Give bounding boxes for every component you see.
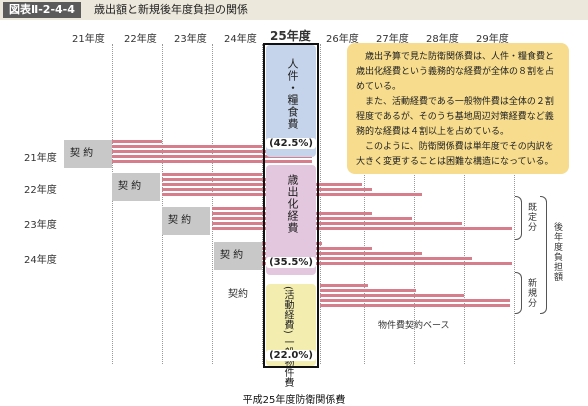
- year-label: 23年度: [174, 34, 207, 45]
- payment-bar: [320, 284, 368, 287]
- expense-label: 歳出化経費: [286, 174, 299, 234]
- payment-bar: [162, 178, 312, 181]
- new-label: 新規分: [526, 278, 536, 308]
- payment-bar: [212, 222, 462, 225]
- payment-bar: [112, 160, 312, 163]
- column-divider: [414, 44, 415, 364]
- existing-label: 既定分: [526, 202, 536, 232]
- general-label: (活動経費) 一般物件費: [282, 286, 293, 387]
- year-label: 26年度: [326, 34, 359, 45]
- payment-bar: [320, 299, 510, 302]
- payment-bar: [212, 227, 512, 230]
- payment-bar: [112, 145, 262, 148]
- personnel-percent: (42.5%): [266, 138, 316, 149]
- column-divider: [162, 44, 163, 364]
- payment-bar: [112, 150, 312, 153]
- basis-label: 物件費契約ベース: [378, 321, 450, 331]
- payment-bar: [112, 140, 162, 143]
- column-divider: [320, 44, 321, 364]
- year-label: 22年度: [124, 34, 157, 45]
- current-year-label: 25年度: [270, 29, 311, 43]
- payment-bar: [112, 155, 312, 158]
- header-bar: 図表Ⅱ-2-4-4 歳出額と新規後年度負担の関係: [0, 0, 588, 20]
- contract-box: 契 約: [162, 207, 210, 235]
- figure-title: 歳出額と新規後年度負担の関係: [94, 3, 248, 16]
- year-label: 24年度: [224, 34, 257, 45]
- payment-bar: [262, 257, 472, 260]
- column-divider: [464, 44, 465, 364]
- expense-percent: (35.5%): [266, 257, 316, 268]
- payment-bar: [162, 173, 262, 176]
- payment-bar: [320, 289, 416, 292]
- column-divider: [112, 44, 113, 364]
- payment-bar: [320, 294, 464, 297]
- row-label: 24年度: [24, 255, 57, 266]
- row-label: 22年度: [24, 185, 57, 196]
- contract-label-current: 契約: [228, 289, 248, 300]
- payment-bar: [262, 262, 512, 265]
- figure-badge: 図表Ⅱ-2-4-4: [3, 2, 81, 18]
- year-label: 29年度: [476, 34, 509, 45]
- year-label: 27年度: [376, 34, 409, 45]
- column-divider: [364, 44, 365, 364]
- later-burden-label: 後年度負担額: [552, 222, 562, 282]
- footer-label: 平成25年度防衛関係費: [242, 395, 346, 406]
- column-divider: [212, 44, 213, 364]
- new-brace: [515, 272, 522, 314]
- payment-bar: [320, 304, 510, 307]
- column-divider: [262, 44, 263, 364]
- expense-segment: [266, 165, 316, 275]
- current-year-box: [263, 43, 319, 368]
- general-percent: (22.0%): [266, 350, 316, 361]
- year-label: 21年度: [72, 34, 105, 45]
- column-divider: [514, 44, 515, 364]
- note-paragraph: このように、防衛関係費は単年度でその内訳を大きく変更することは困難な構造になって…: [356, 142, 554, 167]
- payment-bar: [262, 252, 422, 255]
- contract-box: 契 約: [64, 140, 112, 168]
- row-label: 23年度: [24, 220, 57, 231]
- contract-box: 契 約: [214, 242, 262, 270]
- payment-bar: [212, 207, 312, 210]
- row-label: 21年度: [24, 153, 57, 164]
- year-label: 28年度: [426, 34, 459, 45]
- explanation-note: 歳出予算で見た防衛関係費は、人件・糧食費と歳出化経費という義務的な経費が全体の８…: [347, 43, 569, 174]
- note-paragraph: 歳出予算で見た防衛関係費は、人件・糧食費と歳出化経費という義務的な経費が全体の８…: [356, 52, 555, 92]
- contract-box: 契 約: [112, 173, 160, 201]
- note-paragraph: また、活動経費である一般物件費は全体の２割程度であるが、そのうち基地周辺対策経費…: [356, 97, 554, 137]
- personnel-label: 人件・糧食費: [286, 58, 299, 130]
- existing-brace: [515, 196, 522, 240]
- total-brace: [540, 196, 547, 314]
- payment-bar: [162, 183, 362, 186]
